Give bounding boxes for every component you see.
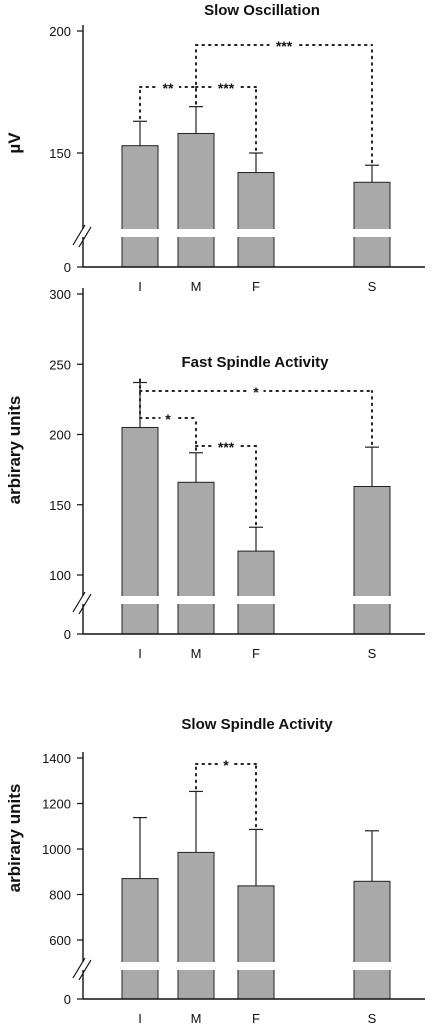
bar-F	[237, 550, 275, 635]
significance-label-bg	[269, 37, 299, 51]
y-tick-label: 1400	[42, 751, 71, 766]
panel-slow-spindle-activity: Slow Spindle Activity arbirary units I M F…	[5, 716, 425, 1026]
bar-I	[121, 145, 159, 268]
y-tick-label: 1000	[42, 842, 71, 857]
axis-break-gap	[73, 229, 93, 237]
y-tick-label: 1200	[42, 797, 71, 812]
axis-break-gap	[353, 229, 391, 237]
axis-break-mark	[78, 226, 92, 248]
axis-break-mark	[72, 591, 86, 613]
x-tick-label: F	[252, 279, 260, 294]
significance-label: **	[163, 80, 174, 96]
axis-break-gap	[121, 962, 159, 970]
significance-label: *	[223, 757, 229, 773]
axis-break-gap	[177, 596, 215, 604]
y-tick-label: 200	[49, 428, 71, 443]
x-tick-label: I	[138, 646, 142, 661]
axis-break-mark	[78, 959, 92, 981]
x-tick-label: I	[138, 1011, 142, 1026]
y-tick-label: 150	[49, 498, 71, 513]
y-axis-label: arbirary units	[5, 784, 24, 893]
y-tick-label: 800	[49, 888, 71, 903]
x-tick-label: S	[368, 1011, 377, 1026]
significance-label: *	[165, 411, 171, 427]
bar-F	[237, 172, 275, 268]
bar-S	[353, 181, 391, 268]
bar-M	[177, 132, 215, 268]
x-tick-label: S	[368, 646, 377, 661]
axis-break-gap	[237, 962, 275, 970]
axis-break-gap	[121, 229, 159, 237]
x-tick-label: I	[138, 279, 142, 294]
bar-F	[237, 885, 275, 1000]
y-tick-label: 600	[49, 933, 71, 948]
significance-label: *	[253, 384, 259, 400]
significance-label: ***	[218, 80, 235, 96]
x-tick-label: F	[252, 1011, 260, 1026]
x-tick-label: S	[368, 279, 377, 294]
y-tick-label: 0	[64, 627, 71, 642]
x-tick-label: M	[191, 279, 202, 294]
significance-label-bg	[160, 410, 176, 424]
plot-area: I M F S 0 600 800 1000 1200 1400 *	[42, 751, 425, 1026]
bar-S	[353, 880, 391, 1000]
y-tick-label: 250	[49, 357, 71, 372]
axis-break-gap	[237, 596, 275, 604]
x-tick-label: M	[191, 1011, 202, 1026]
x-tick-label: F	[252, 646, 260, 661]
axis-break-gap	[237, 229, 275, 237]
significance-label-bg	[211, 438, 241, 452]
chart-title: Slow Spindle Activity	[181, 716, 333, 733]
axis-break-mark	[72, 957, 86, 979]
significance-label-bg	[218, 756, 234, 770]
axis-break-gap	[353, 596, 391, 604]
panel-fast-spindle-activity: Fast Spindle Activity arbirary units I M F…	[5, 287, 425, 661]
y-tick-label: 200	[49, 24, 71, 39]
y-tick-label: 0	[64, 260, 71, 275]
axis-break-mark	[78, 593, 92, 615]
axis-break-gap	[73, 962, 93, 970]
chart-title: Fast Spindle Activity	[182, 354, 330, 371]
chart-title: Slow Oscillation	[204, 2, 320, 19]
bar-I	[121, 878, 159, 1000]
axis-break-gap	[177, 229, 215, 237]
bar-S	[353, 485, 391, 635]
axis-break-gap	[73, 596, 93, 604]
axis-break-mark	[72, 224, 86, 246]
axis-break-gap	[121, 596, 159, 604]
bar-M	[177, 481, 215, 635]
significance-label-bg	[157, 79, 179, 93]
significance-label-bg	[211, 79, 241, 93]
x-tick-label: M	[191, 646, 202, 661]
y-axis-label: arbirary units	[5, 396, 24, 505]
y-tick-label: 0	[64, 992, 71, 1007]
y-tick-label: 300	[49, 287, 71, 302]
y-tick-label: 150	[49, 146, 71, 161]
y-axis-label: µV	[5, 132, 24, 154]
significance-label: ***	[276, 38, 293, 54]
significance-label: ***	[218, 439, 235, 455]
y-tick-label: 100	[49, 568, 71, 583]
significance-label-bg	[248, 383, 264, 397]
axis-break-gap	[177, 962, 215, 970]
axis-break-gap	[353, 962, 391, 970]
bar-M	[177, 851, 215, 1000]
